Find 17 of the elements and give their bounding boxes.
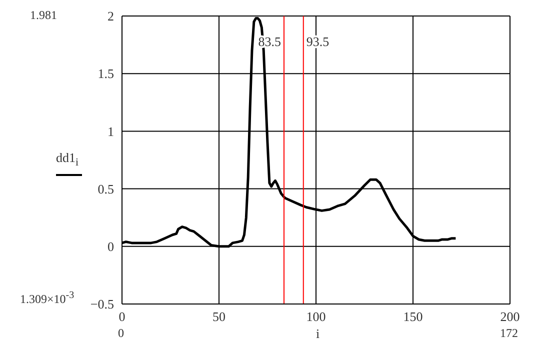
x-axis-title: i	[316, 326, 320, 341]
x-tick-label: 150	[403, 309, 423, 324]
y-tick-label: 2	[108, 8, 114, 24]
x-tick-label: 200	[500, 309, 520, 324]
y-tick-label: 0	[108, 239, 114, 254]
x-tick-label: 50	[212, 309, 226, 324]
text: 1.981	[30, 8, 57, 23]
y-tick-label: 1	[108, 124, 114, 139]
y-tick-label: 1.5	[98, 66, 114, 82]
y-tick-label: 0.5	[98, 181, 114, 196]
text: 1.309×10$^{-3}$	[20, 290, 74, 307]
y-axis-title: dd1$_{i}$	[56, 150, 79, 169]
x-tick-label: 0	[118, 309, 126, 324]
y-tick-label: −0.5	[90, 296, 114, 312]
x-tick-label: 100	[306, 309, 326, 324]
text: 172	[500, 326, 518, 341]
text: 0	[118, 326, 124, 341]
